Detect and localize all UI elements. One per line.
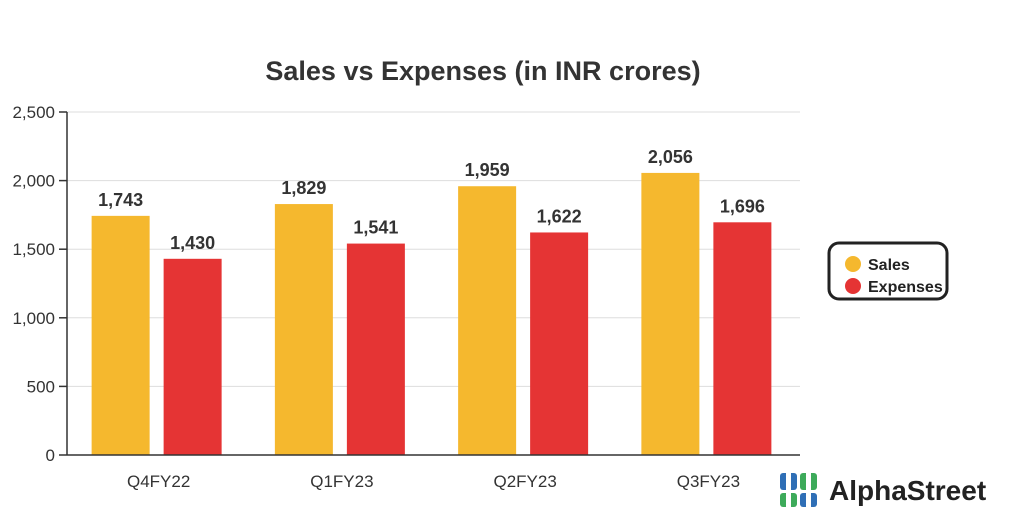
data-label: 1,959 [465,160,510,180]
y-tick-label: 2,500 [12,103,55,122]
x-tick-label: Q4FY22 [127,472,190,491]
bar-expenses-q2fy23 [530,232,589,455]
legend-swatch [845,278,861,294]
data-label: 1,829 [281,178,326,198]
brand-name: AlphaStreet [829,475,986,506]
data-labels: 1,743 1,430 1,829 1,541 1,959 1,622 2,056 1,696 [98,147,765,253]
bar-sales-q3fy23 [641,172,700,455]
data-label: 1,743 [98,190,143,210]
data-label: 1,541 [353,218,398,238]
bar-expenses-q4fy22 [163,258,222,455]
x-tick-label: Q3FY23 [677,472,740,491]
legend-swatch [845,256,861,272]
x-axis: Q4FY22 Q1FY23 Q2FY23 Q3FY23 [127,472,740,491]
x-tick-label: Q1FY23 [310,472,373,491]
x-tick-label: Q2FY23 [493,472,556,491]
legend: Sales Expenses [827,241,949,301]
y-tick-label: 2,000 [12,172,55,191]
bar-expenses-q3fy23 [713,222,772,455]
alphastreet-logo-icon [780,470,817,510]
data-label: 1,430 [170,233,215,253]
data-label: 1,696 [720,196,765,216]
bar-sales-q4fy22 [91,215,150,455]
bars [91,172,772,455]
legend-label: Sales [868,257,910,274]
y-tick-label: 1,500 [12,240,55,259]
bar-sales-q2fy23 [458,186,517,455]
y-tick-label: 1,000 [12,309,55,328]
legend-label: Expenses [868,279,943,296]
y-tick-label: 500 [27,377,55,396]
brand-logo: AlphaStreet [780,470,986,510]
y-tick-label: 0 [46,446,55,465]
bar-expenses-q1fy23 [346,243,405,455]
chart-title: Sales vs Expenses (in INR crores) [265,56,700,86]
data-label: 1,622 [537,206,582,226]
y-axis: 0 500 1,000 1,500 2,000 2,500 [12,103,68,465]
bar-sales-q1fy23 [274,204,333,455]
data-label: 2,056 [648,147,693,167]
